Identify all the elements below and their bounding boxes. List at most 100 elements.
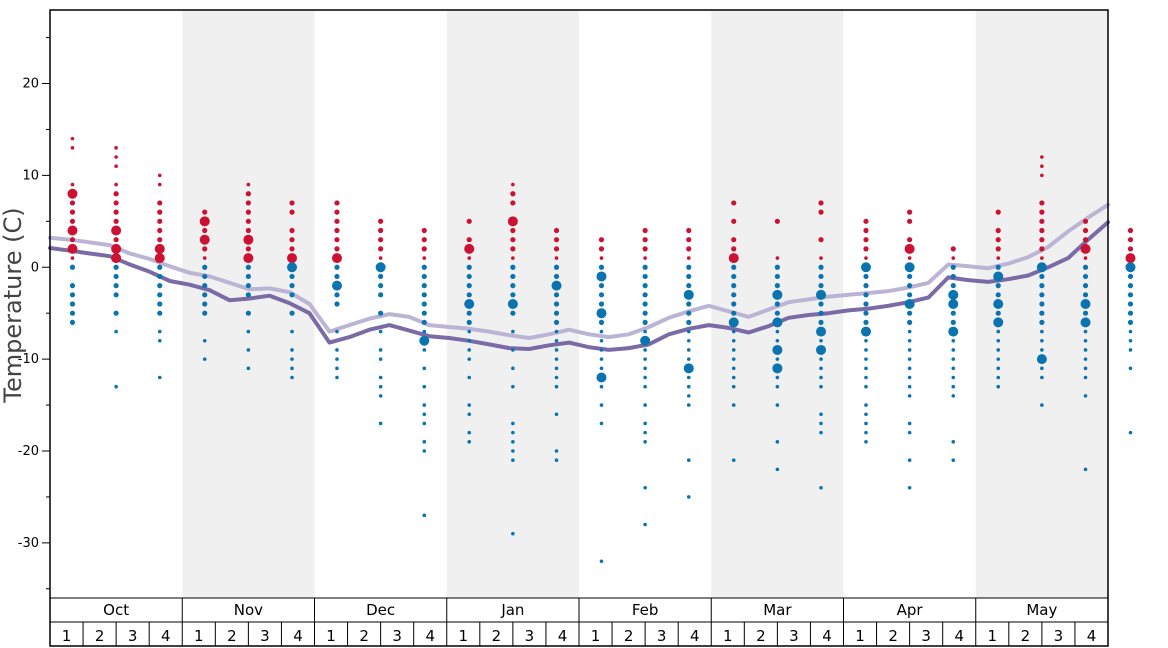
cold-point [599,559,604,564]
cold-point [422,412,427,417]
cold-point [683,289,694,300]
cold-point [69,310,76,316]
cold-point [290,357,294,361]
cold-point [643,375,647,380]
warm-point [67,225,78,236]
warm-point [464,243,475,254]
warm-point [421,237,427,243]
cold-point [731,338,736,343]
warm-point [157,227,163,234]
cold-point [818,319,824,325]
cold-point [422,449,427,453]
cold-point [864,338,868,343]
warm-point [995,237,1001,243]
warm-point [113,209,119,215]
week-label: 3 [392,627,402,645]
warm-point [995,246,1001,252]
cold-point [686,319,692,325]
cold-point [335,348,339,352]
warm-point [951,256,956,260]
week-label: 4 [1087,627,1097,645]
cold-point [1040,329,1044,334]
cold-point [596,372,607,383]
cold-point [335,357,339,361]
cold-point [686,357,691,361]
warm-point [157,200,163,206]
cold-point [378,310,384,316]
cold-point [511,449,515,453]
cold-point [421,264,427,270]
cold-point [863,310,869,316]
warm-point [775,256,780,260]
cold-point [157,264,163,270]
week-label: 2 [624,627,634,645]
warm-point [70,136,75,141]
cold-point [864,357,868,361]
cold-point [1128,329,1133,334]
warm-point [731,218,737,224]
cold-point [467,375,472,380]
cold-point [864,375,868,380]
warm-point [287,253,298,264]
warm-point [643,256,647,260]
warm-point [334,246,340,252]
cold-point [334,264,340,270]
cold-point [466,264,472,270]
cold-point [640,335,651,346]
cold-point [643,366,647,371]
cold-point [1036,262,1047,273]
cold-point [816,289,827,300]
cold-point [378,421,383,426]
warm-point [113,218,119,224]
cold-point [245,292,251,298]
cold-point [598,319,605,325]
cold-point [419,335,430,346]
cold-point [554,348,559,352]
week-label: 4 [690,627,700,645]
cold-point [466,310,472,316]
cold-point [511,531,515,536]
cold-point [643,329,647,334]
cold-point [642,283,648,289]
cold-point [422,329,427,334]
warm-point [246,182,251,187]
cold-point [290,329,294,334]
warm-point [818,200,824,206]
y-tick-label: 10 [22,168,39,183]
cold-point [1040,366,1044,371]
warm-point [686,256,691,260]
cold-point [996,338,1001,343]
warm-point [245,218,251,224]
warm-point [863,227,869,234]
cold-point [818,301,824,307]
cold-point [245,273,251,280]
cold-point [378,273,384,280]
cold-point [202,338,207,343]
warm-point [819,256,823,260]
cold-point [860,326,871,337]
cold-point [290,375,294,380]
warm-point [111,243,122,254]
cold-point [1082,310,1089,316]
cold-point [772,344,783,355]
warm-point [510,191,516,197]
warm-point [245,200,251,206]
warm-point [1040,256,1044,260]
cold-point [775,384,780,389]
cold-point [289,310,295,316]
warm-point [113,237,119,243]
cold-point [1128,430,1133,435]
cold-point [464,299,475,309]
cold-point [599,357,604,361]
cold-point [466,283,472,289]
cold-point [554,384,559,389]
cold-point [157,329,162,334]
cold-point [157,375,162,380]
cold-point [467,440,472,444]
cold-point [951,394,956,398]
warm-point [70,256,75,260]
cold-point [864,366,868,371]
cold-point [948,326,959,337]
week-label: 4 [822,627,832,645]
cold-point [907,283,913,289]
